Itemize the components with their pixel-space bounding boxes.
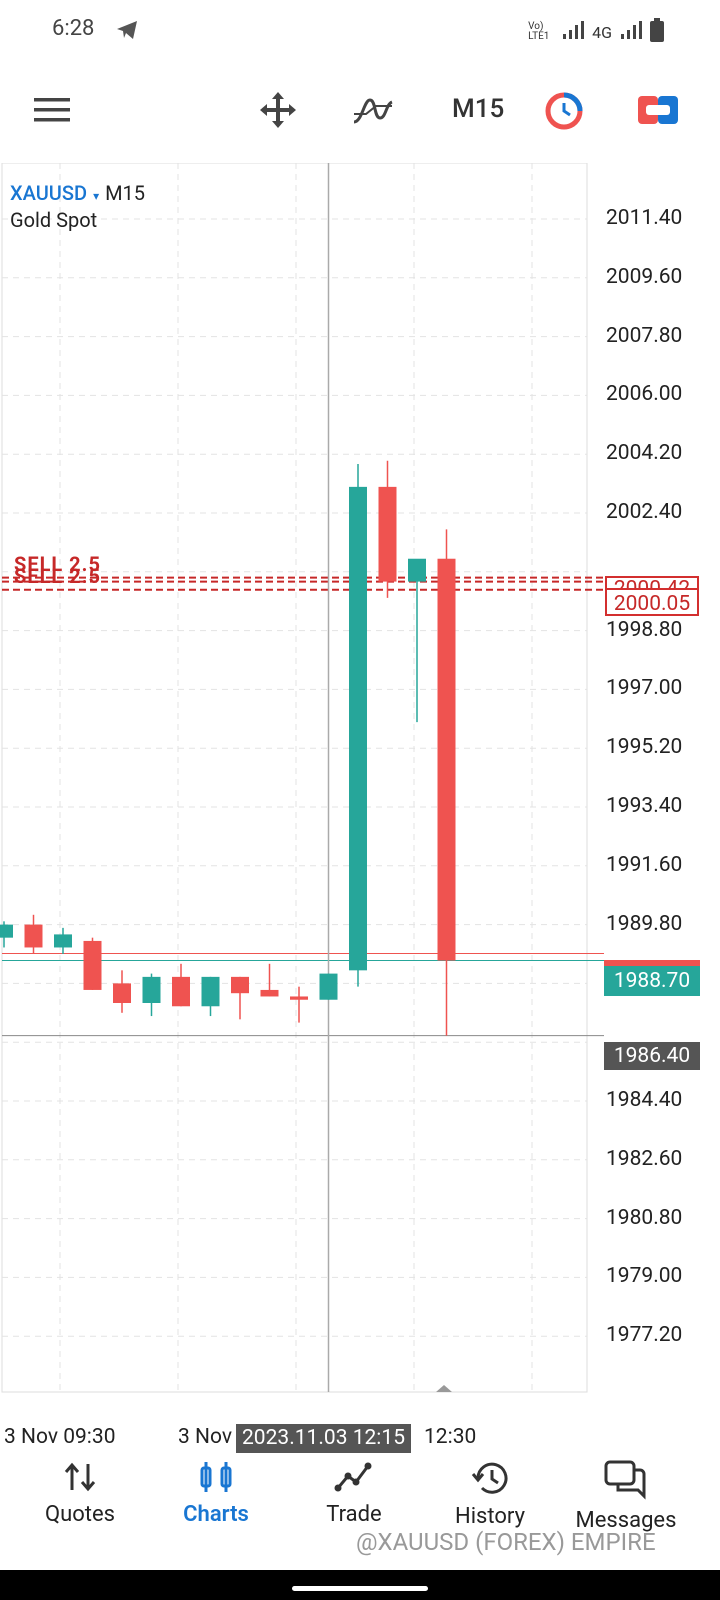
candle-body [408, 558, 426, 582]
price-axis-label: 1997.00 [606, 676, 683, 701]
crosshair-time-tag: 2023.11.03 12:15 [236, 1424, 411, 1453]
quotes-icon [62, 1462, 98, 1498]
chart-shift-marker [436, 1385, 452, 1392]
price-axis-label: 2006.00 [606, 382, 683, 407]
history-icon [470, 1462, 510, 1500]
candle-body [0, 924, 13, 938]
candle-body [319, 973, 338, 1000]
trade-panel-icon[interactable] [638, 94, 678, 126]
symbol-name[interactable]: XAUUSD [10, 181, 88, 205]
ask-price-tag [604, 960, 700, 970]
candle-body [113, 983, 131, 1003]
trade-icon [334, 1462, 374, 1498]
nav-label: Messages [575, 1508, 677, 1533]
price-axis-label: 2011.40 [606, 206, 683, 230]
symbol-dropdown-icon[interactable]: ▾ [93, 189, 100, 203]
price-axis-label: 2007.80 [606, 323, 683, 348]
time-axis-label: 3 Nov [178, 1425, 232, 1449]
price-axis-label: 1984.40 [606, 1088, 683, 1112]
price-axis-label: 1979.00 [606, 1264, 683, 1289]
signal-icon [562, 20, 585, 44]
crosshair-price-tag: 1986.40 [604, 1042, 700, 1070]
price-axis-label: 1989.80 [606, 911, 683, 936]
nav-messages[interactable]: Messages [556, 1460, 696, 1533]
battery-icon [650, 18, 664, 46]
price-axis-label: 1980.80 [606, 1205, 683, 1230]
charts-icon [198, 1462, 234, 1498]
candle-body [142, 976, 161, 1003]
candle-body [24, 924, 43, 948]
nav-quotes[interactable]: Quotes [10, 1460, 150, 1527]
network-type: 4G [592, 22, 612, 42]
indicators-icon[interactable] [352, 92, 394, 128]
price-axis-label: 2009.60 [606, 264, 683, 289]
status-time: 6:28 [52, 16, 95, 41]
candle-body [201, 976, 220, 1007]
candle-body [349, 486, 367, 971]
candle-body [54, 934, 72, 948]
order-price-tag: 2000.05 [605, 588, 699, 616]
nav-charts[interactable]: Charts [146, 1460, 286, 1527]
time-axis-label: 12:30 [424, 1425, 477, 1449]
candle-body [260, 989, 279, 997]
home-indicator[interactable] [292, 1586, 428, 1591]
price-axis-label: 1982.60 [606, 1146, 683, 1171]
nav-label: Trade [326, 1502, 382, 1527]
status-icons: Vo) LTE1 4G [528, 18, 664, 46]
bottom-navigation: Quotes Charts Trade History Messages [0, 1460, 720, 1570]
symbol-timeframe: M15 [105, 181, 146, 205]
price-axis-label: 1991.60 [606, 852, 683, 877]
price-chart[interactable] [0, 163, 720, 1428]
price-axis-label: 2004.20 [606, 441, 683, 466]
plot-frame [1, 163, 588, 1393]
messages-icon [604, 1460, 648, 1504]
candle-body [378, 486, 397, 582]
nav-label: Quotes [44, 1502, 116, 1527]
candle-body [231, 976, 249, 994]
timeframe-button[interactable]: M15 [452, 94, 505, 124]
bid-price-tag: 1988.70 [604, 966, 700, 996]
nav-label: History [455, 1504, 525, 1529]
telegram-icon [116, 20, 138, 44]
watermark: @XAUUSD (FOREX) EMPIRE [356, 1528, 656, 1556]
system-nav-bar [0, 1570, 720, 1600]
nav-trade[interactable]: Trade [284, 1460, 424, 1527]
nav-label: Charts [183, 1502, 249, 1527]
price-axis-label: 1998.80 [606, 617, 683, 642]
menu-icon[interactable] [34, 96, 70, 124]
candle-body [290, 996, 308, 1000]
signal-icon [620, 20, 642, 44]
price-axis-label: 1993.40 [606, 794, 683, 818]
candle-body [172, 976, 190, 1007]
status-bar: 6:28 Vo) LTE1 4G [0, 0, 720, 62]
one-click-trading-icon[interactable] [544, 91, 584, 131]
price-axis-label: 1995.20 [606, 735, 683, 760]
order-label[interactable]: SELL 2.5 [14, 564, 101, 588]
volte-icon: Vo) LTE1 [528, 21, 550, 42]
price-axis-label: 2002.40 [606, 500, 683, 524]
symbol-description: Gold Spot [10, 208, 98, 232]
candle-body [83, 940, 102, 990]
order-label[interactable]: SELL 2.5 [14, 552, 101, 576]
symbol-selector[interactable]: XAUUSD ▾ M15 [10, 181, 145, 205]
time-axis-label: 3 Nov 09:30 [4, 1425, 116, 1449]
nav-history[interactable]: History [420, 1460, 560, 1529]
candle-body [437, 558, 456, 961]
move-crosshair-icon[interactable] [258, 90, 298, 130]
price-axis-label: 1977.20 [606, 1323, 683, 1348]
